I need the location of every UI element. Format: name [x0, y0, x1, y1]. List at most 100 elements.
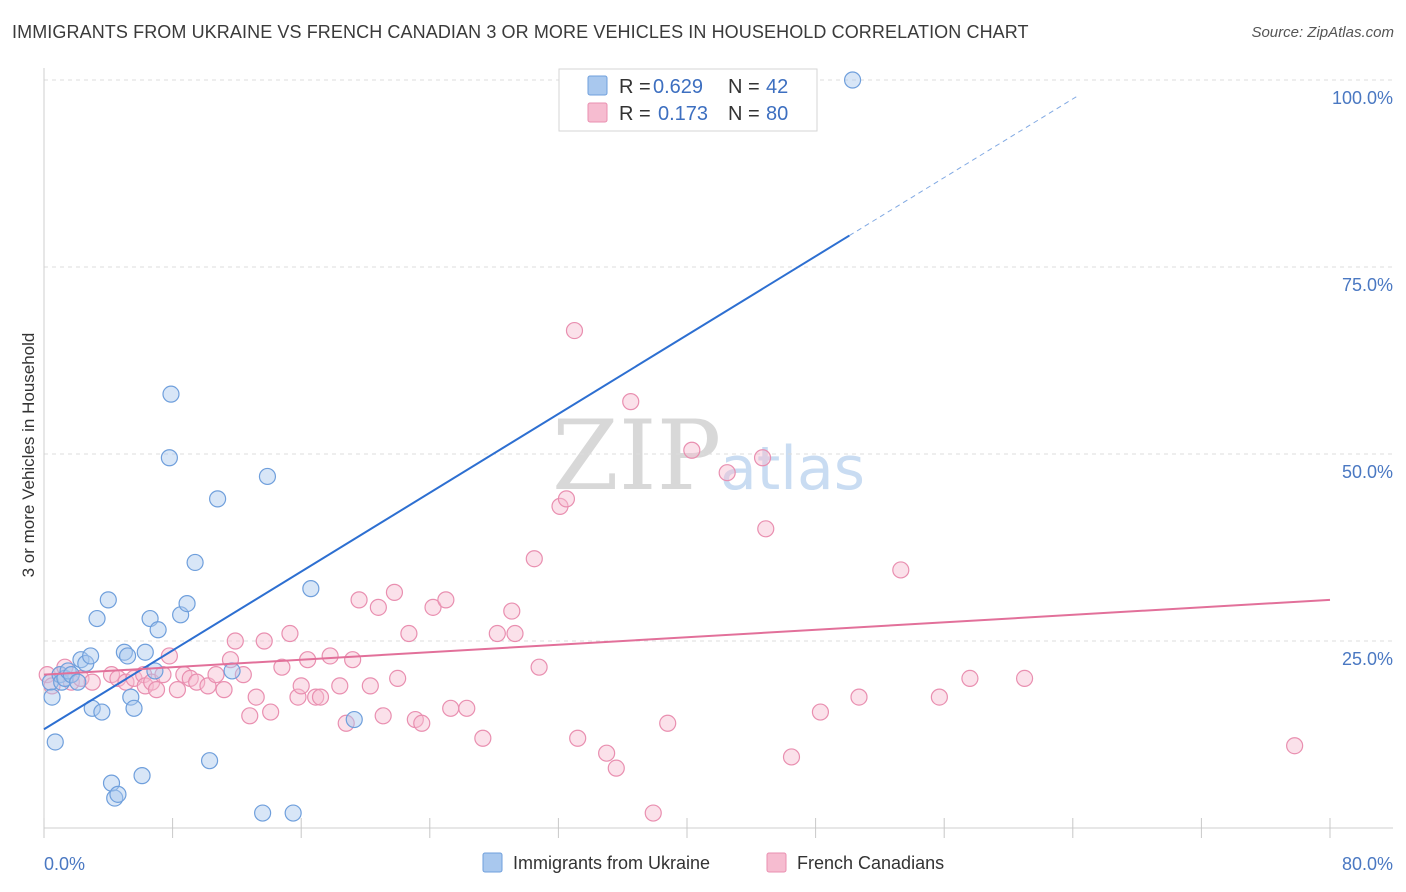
- french-canadians-points: [38, 321, 1304, 822]
- french-canadians-point: [241, 707, 259, 725]
- french-canadians-point: [188, 673, 206, 691]
- french-canadians-point: [525, 550, 543, 568]
- series-legend-label-french-canadians: French Canadians: [797, 853, 944, 873]
- ukraine-point: [82, 647, 100, 665]
- french-canadians-point: [215, 681, 233, 699]
- series-legend-swatch-french-canadians: [766, 852, 787, 873]
- french-canadians-point: [289, 688, 307, 706]
- ukraine-point: [69, 673, 87, 691]
- french-canadians-point: [247, 688, 265, 706]
- ukraine-point: [178, 594, 196, 613]
- ukraine-point: [133, 767, 151, 785]
- axes: [43, 68, 1393, 829]
- french-canadians-trend-line: [43, 598, 1331, 676]
- french-canadians-point: [474, 729, 492, 747]
- french-canadians-point: [344, 651, 362, 669]
- french-canadians-point: [369, 598, 387, 616]
- legend-swatch-french-canadians: [587, 102, 608, 123]
- french-canadians-point: [659, 714, 677, 732]
- french-canadians-point: [374, 707, 392, 725]
- french-canadians-point: [598, 744, 616, 762]
- ukraine-point: [125, 699, 143, 717]
- french-canadians-point: [321, 647, 339, 665]
- french-canadians-point: [961, 669, 979, 688]
- french-canadians-point: [506, 624, 524, 643]
- french-canadians-point: [442, 699, 460, 717]
- french-canadians-point: [1286, 737, 1304, 755]
- y-tick-label: 50.0%: [1342, 462, 1393, 482]
- ukraine-point: [93, 703, 111, 721]
- ukraine-point: [136, 643, 154, 661]
- watermark-zip: ZIP: [552, 400, 721, 512]
- french-canadians-point: [892, 561, 910, 579]
- x-ticks: [43, 818, 1331, 838]
- french-canadians-point: [255, 632, 273, 650]
- ukraine-point: [254, 804, 272, 822]
- french-canadians-point: [400, 624, 418, 643]
- french-canadians-point: [147, 681, 166, 699]
- ukraine-point: [186, 553, 204, 572]
- legend-r-value-french: 0.173: [658, 103, 708, 125]
- legend-r-value-ukraine: 0.629: [653, 76, 703, 98]
- ukraine-trend-extension: [849, 94, 1080, 237]
- french-canadians-point: [683, 441, 701, 459]
- chart-title: IMMIGRANTS FROM UKRAINE VS FRENCH CANADI…: [12, 22, 1029, 42]
- legend-r-label-ukraine: R =: [619, 76, 651, 98]
- french-canadians-point: [458, 699, 476, 717]
- y-tick-labels: 25.0% 50.0% 75.0% 100.0%: [1332, 88, 1393, 669]
- french-canadians-point: [503, 602, 521, 620]
- french-canadians-point: [350, 591, 368, 609]
- french-canadians-point: [930, 688, 948, 706]
- ukraine-trend-line: [43, 234, 850, 731]
- ukraine-point: [302, 580, 320, 598]
- french-canadians-point: [530, 658, 548, 676]
- ukraine-point: [843, 71, 862, 89]
- french-canadians-point: [361, 677, 379, 695]
- french-canadians-point: [782, 748, 801, 766]
- french-canadians-point: [207, 666, 225, 684]
- ukraine-point: [162, 385, 180, 403]
- trend-lines: [43, 94, 1331, 731]
- ukraine-point: [200, 752, 219, 770]
- series-legend-swatch-ukraine: [482, 852, 503, 873]
- french-canadians-point: [811, 703, 830, 721]
- french-canadians-point: [488, 624, 506, 643]
- legend-r-label-french: R =: [619, 103, 651, 125]
- ukraine-point: [284, 804, 302, 822]
- french-canadians-point: [389, 669, 407, 688]
- french-canadians-point: [385, 583, 404, 601]
- french-canadians-point: [753, 449, 772, 467]
- ukraine-point: [88, 609, 106, 628]
- legend-n-label-french: N =: [728, 103, 760, 125]
- watermark-atlas: atlas: [720, 434, 865, 504]
- french-canadians-point: [311, 688, 330, 706]
- ukraine-point: [209, 490, 227, 508]
- french-canadians-point: [718, 464, 736, 482]
- french-canadians-point: [565, 321, 584, 340]
- stats-legend: R = 0.629 N = 42 R = 0.173 N = 80: [558, 68, 818, 132]
- french-canadians-point: [850, 688, 868, 706]
- ukraine-point: [122, 688, 140, 706]
- french-canadians-point: [160, 647, 178, 665]
- y-tick-label: 100.0%: [1332, 88, 1393, 108]
- french-canadians-point: [607, 759, 625, 777]
- ukraine-point: [43, 688, 61, 706]
- ukraine-point: [258, 467, 277, 486]
- french-canadians-point: [154, 666, 172, 684]
- french-canadians-point: [307, 688, 325, 706]
- french-canadians-point: [413, 714, 431, 732]
- source-label: Source: ZipAtlas.com: [1251, 24, 1394, 41]
- french-canadians-point: [337, 714, 355, 732]
- legend-n-label-ukraine: N =: [728, 76, 760, 98]
- ukraine-points: [41, 71, 862, 822]
- ukraine-point: [149, 621, 167, 639]
- legend-swatch-ukraine: [587, 75, 608, 96]
- french-canadians-point: [273, 658, 291, 676]
- french-canadians-point: [281, 624, 299, 643]
- ukraine-point: [118, 647, 137, 665]
- legend-n-value-ukraine: 42: [766, 76, 788, 98]
- french-canadians-point: [424, 598, 442, 616]
- french-canadians-point: [331, 677, 349, 695]
- french-canadians-point: [292, 677, 310, 695]
